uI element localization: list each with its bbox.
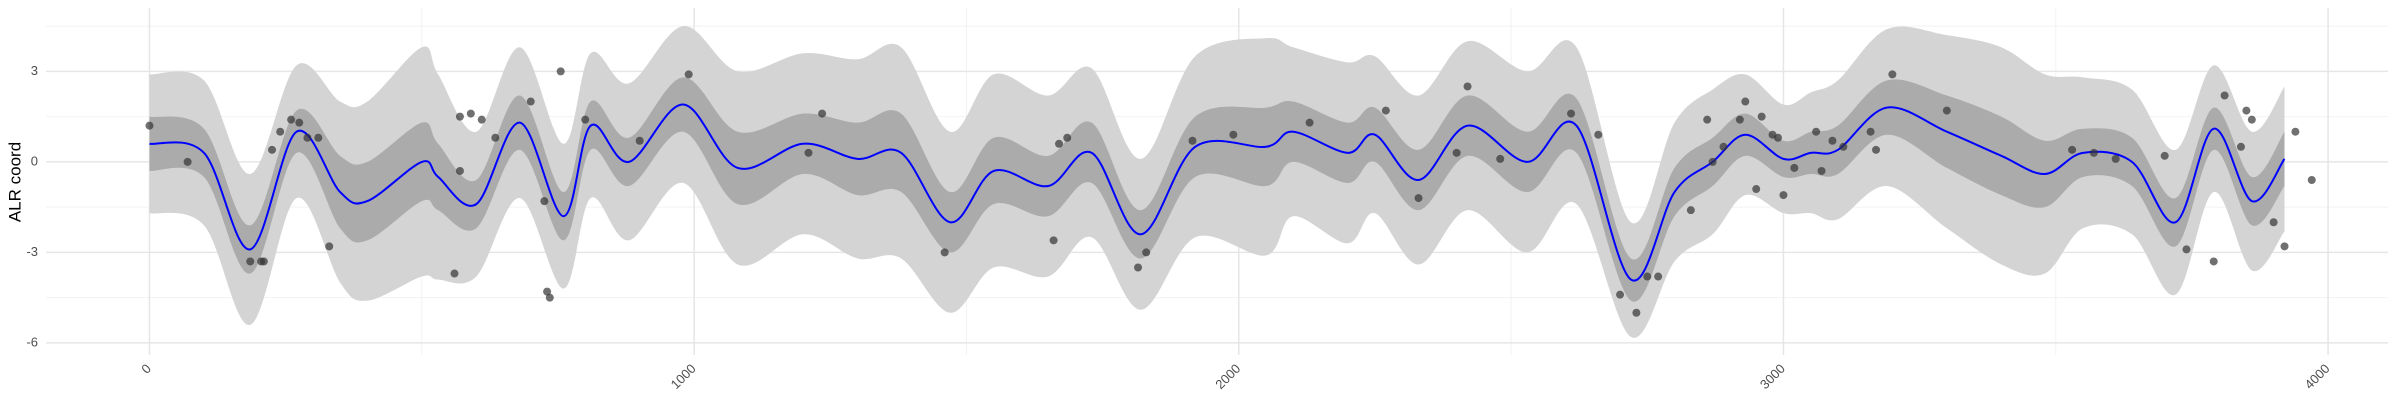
observation-point [477,115,486,124]
observation-point [1055,139,1064,148]
observation-point [2291,127,2300,136]
observation-point [545,293,554,302]
observation-point [1942,106,1951,115]
observation-point [1632,308,1641,317]
observation-point [295,118,304,127]
observation-point [259,257,268,266]
observation-point [1703,115,1712,124]
observation-point [455,166,464,175]
observation-point [2160,151,2169,160]
y-tick-label: -6 [26,334,38,349]
observation-point [2269,218,2278,227]
observation-point [540,197,549,206]
observation-point [2089,148,2098,157]
x-tick-label: 0 [138,361,154,377]
y-tick-label: 0 [31,153,38,168]
observation-point [1752,185,1761,194]
observation-point [1134,263,1143,272]
y-tick-label: 3 [31,63,38,78]
observation-point [1817,166,1826,175]
observation-point [1839,142,1848,151]
observation-point [1735,115,1744,124]
observation-point [1741,97,1750,106]
y-axis-title: ALR coord [5,142,24,222]
observation-point [2247,115,2256,124]
observation-point [1594,130,1603,139]
observation-point [2280,242,2289,251]
observation-point [303,133,312,142]
observation-point [314,133,323,142]
observation-point [1188,136,1197,145]
observation-point [1305,118,1314,127]
observation-point [804,148,813,157]
observation-point [1866,127,1875,136]
observation-point [287,115,296,124]
observation-point [1719,142,1728,151]
observation-point [1414,194,1423,203]
observation-point [1063,133,1072,142]
y-tick-label: -3 [26,244,38,259]
observation-point [183,157,192,166]
observation-point [1452,148,1461,157]
observation-point [1708,157,1717,166]
observation-point [466,109,475,118]
observation-point [1142,248,1151,257]
observation-point [1616,290,1625,299]
observation-point [1779,191,1788,200]
observation-point [1686,206,1695,215]
observation-point [635,136,644,145]
observation-point [2182,245,2191,254]
x-tick-label: 4000 [2302,361,2333,392]
x-tick-label: 3000 [1757,361,1788,392]
observation-point [1381,106,1390,115]
observation-point [581,115,590,124]
observation-point [1567,109,1576,118]
observation-point [268,145,277,154]
observation-point [1463,82,1472,91]
observation-point [1773,133,1782,142]
observation-point [1643,272,1652,281]
observation-point [455,112,464,121]
observation-point [818,109,827,118]
observation-point [1790,163,1799,172]
observation-point [1812,127,1821,136]
observation-point [1229,130,1238,139]
observation-point [1872,145,1881,154]
observation-point [491,133,500,142]
observation-point [145,121,154,130]
observation-point [1654,272,1663,281]
observation-point [1496,154,1505,163]
observation-point [2111,154,2120,163]
observation-point [276,127,285,136]
observation-point [2307,175,2316,184]
observation-point [543,287,552,296]
x-tick-label: 1000 [668,361,699,392]
observation-point [1888,70,1897,79]
observation-point [526,97,535,106]
observation-point [940,248,949,257]
observation-point [1757,112,1766,121]
observation-point [2068,145,2077,154]
observation-point [2242,106,2251,115]
observation-point [325,242,334,251]
observation-point [2236,142,2245,151]
mean-line [149,103,2286,282]
observation-point [1049,236,1058,245]
observation-point [246,257,255,266]
observation-point [2209,257,2218,266]
confidence-band [149,77,2285,302]
observation-point [450,269,459,278]
observation-point [2220,91,2229,100]
observation-point [684,70,693,79]
observation-point [556,67,565,76]
x-tick-label: 2000 [1212,361,1243,392]
observation-point [1828,136,1837,145]
